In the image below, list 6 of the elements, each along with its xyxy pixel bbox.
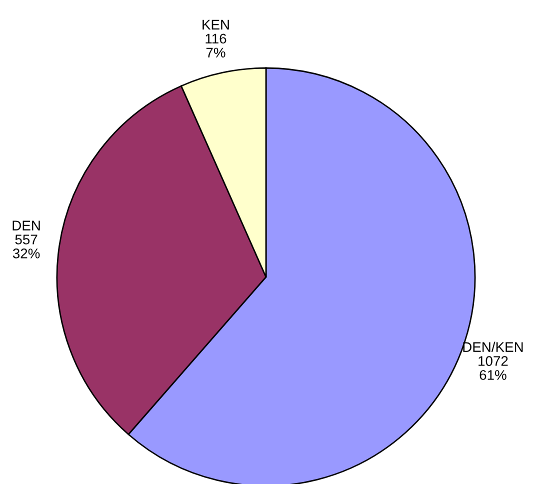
- data-label: 557 32%: [12, 234, 40, 258]
- slice-label: KEN: [202, 20, 229, 30]
- data-label: 1072 61%: [478, 356, 508, 380]
- slice-label: DEN: [12, 220, 40, 230]
- data-label: 116 7%: [206, 34, 226, 58]
- slice-label: DEN/KEN: [463, 342, 523, 352]
